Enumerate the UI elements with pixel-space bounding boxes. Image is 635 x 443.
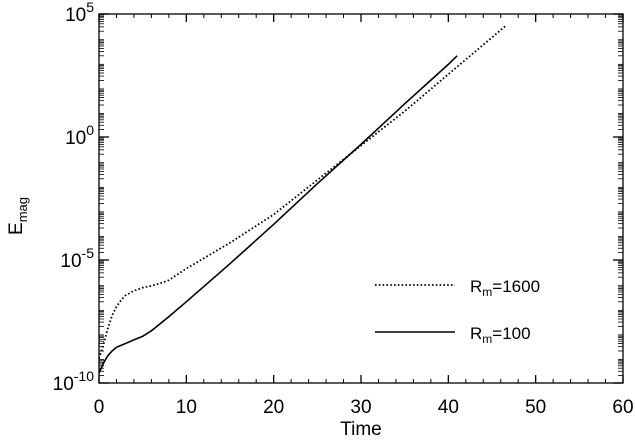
y-tick-label: 10-10 xyxy=(53,368,95,395)
y-tick-label: 10-5 xyxy=(60,245,94,272)
series-line-0 xyxy=(98,25,506,359)
x-tick-label: 40 xyxy=(438,397,459,418)
series-layer xyxy=(98,25,506,374)
series-line-1 xyxy=(98,55,458,374)
legend: Rm=1600 Rm=100 xyxy=(375,277,540,346)
legend-label-1: Rm=100 xyxy=(470,324,531,346)
x-tick-label: 30 xyxy=(350,397,371,418)
x-tick-label: 20 xyxy=(263,397,284,418)
x-tick-label: 10 xyxy=(176,397,197,418)
plot-frame xyxy=(98,13,624,384)
y-tick-label: 105 xyxy=(65,0,94,26)
y-axis-ticks: 105 100 10-5 10-10 xyxy=(53,0,623,395)
x-axis-label: Time xyxy=(340,419,382,438)
x-tick-label: 0 xyxy=(94,397,105,418)
x-tick-label: 50 xyxy=(525,397,546,418)
x-tick-label: 60 xyxy=(612,397,633,418)
legend-label-0: Rm=1600 xyxy=(470,277,540,299)
y-tick-label: 100 xyxy=(65,122,94,149)
y-axis-label: Emag xyxy=(6,197,30,235)
x-axis-ticks: 0 10 20 30 40 50 60 xyxy=(94,14,634,418)
